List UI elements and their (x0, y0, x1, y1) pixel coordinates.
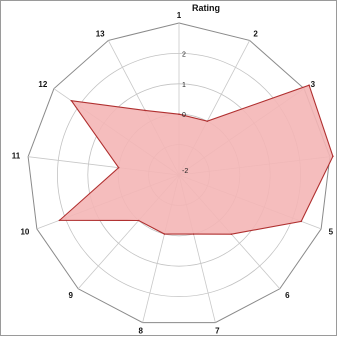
category-label: 10 (20, 228, 29, 237)
data-point (206, 120, 209, 122)
chart-title: Rating (192, 3, 220, 13)
data-point (308, 84, 310, 87)
tick-label: 2 (182, 51, 186, 58)
data-point (192, 233, 195, 235)
category-label: 1 (177, 11, 182, 20)
category-label: 9 (68, 291, 73, 300)
series-layer (58, 84, 334, 235)
data-point (332, 155, 334, 158)
category-labels: 12345678910111213 (12, 11, 334, 335)
category-label: 3 (311, 80, 316, 89)
series-area (58, 84, 334, 235)
category-label: 7 (215, 326, 220, 335)
data-point (58, 219, 61, 222)
data-point (163, 233, 166, 235)
category-label: 6 (285, 291, 290, 300)
category-label: 13 (96, 29, 105, 38)
data-point (117, 166, 120, 169)
data-point (178, 113, 180, 115)
data-point (300, 220, 303, 223)
tick-label: 1 (182, 82, 186, 89)
data-point (70, 99, 73, 102)
data-point (144, 109, 146, 112)
category-label: 2 (253, 29, 258, 38)
data-point (230, 233, 233, 235)
category-label: 11 (12, 152, 21, 161)
tick-label: -2 (182, 168, 188, 175)
category-label: 5 (329, 228, 334, 237)
category-label: 8 (138, 326, 143, 335)
tick-label: 0 (182, 112, 186, 119)
category-label: 12 (38, 80, 47, 89)
data-point (137, 219, 140, 222)
tick-labels: -2 0 1 2 (182, 51, 188, 175)
